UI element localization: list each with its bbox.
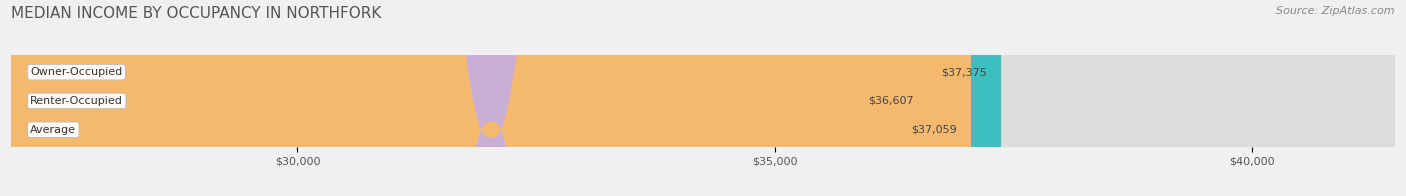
FancyBboxPatch shape <box>11 0 1395 196</box>
FancyBboxPatch shape <box>11 0 1001 196</box>
Text: Average: Average <box>31 125 76 135</box>
Text: Owner-Occupied: Owner-Occupied <box>31 67 122 77</box>
Text: $37,375: $37,375 <box>941 67 987 77</box>
FancyBboxPatch shape <box>11 0 972 196</box>
Text: MEDIAN INCOME BY OCCUPANCY IN NORTHFORK: MEDIAN INCOME BY OCCUPANCY IN NORTHFORK <box>11 6 381 21</box>
Text: $37,059: $37,059 <box>911 125 956 135</box>
FancyBboxPatch shape <box>11 0 1395 196</box>
FancyBboxPatch shape <box>11 0 928 196</box>
FancyBboxPatch shape <box>11 0 1395 196</box>
Text: $36,607: $36,607 <box>868 96 914 106</box>
Text: Source: ZipAtlas.com: Source: ZipAtlas.com <box>1277 6 1395 16</box>
Text: Renter-Occupied: Renter-Occupied <box>31 96 124 106</box>
